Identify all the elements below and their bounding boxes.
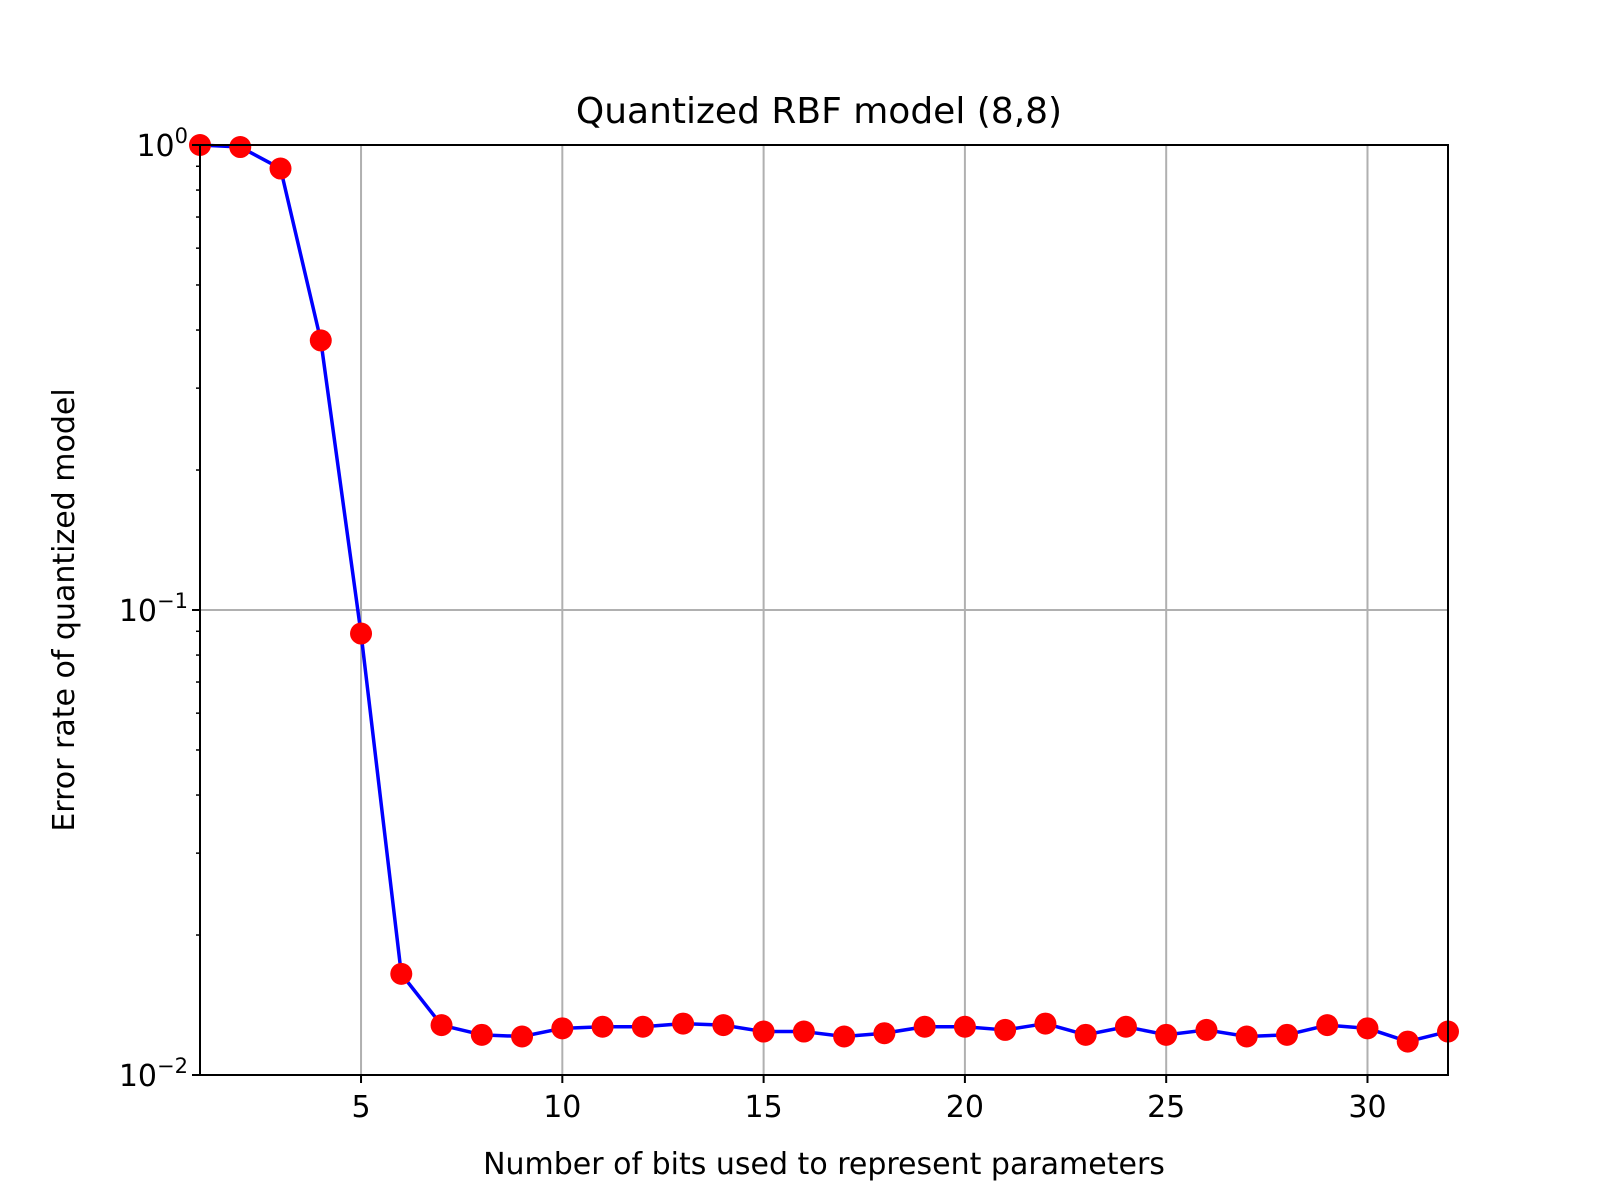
- data-point: [551, 1017, 574, 1040]
- series-line: [199, 143, 1449, 1044]
- x-tick-label: 30: [1348, 1090, 1386, 1125]
- data-point: [833, 1025, 856, 1048]
- data-point: [712, 1014, 735, 1037]
- data-point: [591, 1015, 614, 1038]
- data-point: [873, 1022, 896, 1045]
- data-point: [994, 1018, 1017, 1041]
- x-axis-label: Number of bits used to represent paramet…: [483, 1147, 1165, 1182]
- data-point: [229, 136, 252, 159]
- axes: 5 10 15 20 25 30 100 10−1 10−2: [119, 124, 1387, 1125]
- data-point: [752, 1020, 775, 1043]
- data-point: [1356, 1017, 1379, 1040]
- data-point: [511, 1025, 534, 1048]
- y-axis-label: Error rate of quantized model: [47, 388, 82, 831]
- data-point: [1316, 1014, 1339, 1037]
- chart-title: Quantized RBF model (8,8): [576, 91, 1062, 132]
- x-tick-label: 20: [946, 1090, 984, 1125]
- data-point: [390, 962, 413, 985]
- x-tick-label: 5: [351, 1090, 370, 1125]
- data-point: [1195, 1018, 1218, 1041]
- data-point: [1114, 1015, 1137, 1038]
- data-point: [269, 157, 292, 180]
- y-tick-label: 10−1: [119, 589, 188, 629]
- data-point: [470, 1023, 493, 1046]
- data-point: [309, 329, 332, 352]
- data-point: [1396, 1030, 1419, 1053]
- data-point: [672, 1012, 695, 1035]
- series-layer: [189, 134, 1459, 1053]
- x-tick-label: 15: [745, 1090, 783, 1125]
- data-point: [913, 1015, 936, 1038]
- data-point: [792, 1020, 815, 1043]
- x-tick-label: 10: [543, 1090, 581, 1125]
- y-tick-label: 10−2: [119, 1054, 188, 1094]
- y-tick-label: 100: [136, 124, 188, 164]
- data-point: [953, 1015, 976, 1038]
- data-point: [430, 1014, 453, 1037]
- grid: [200, 145, 1448, 1075]
- data-point: [1235, 1025, 1258, 1048]
- data-point: [1034, 1012, 1057, 1035]
- data-point: [631, 1015, 654, 1038]
- data-point: [350, 622, 373, 645]
- data-point: [1275, 1023, 1298, 1046]
- x-tick-label: 25: [1147, 1090, 1185, 1125]
- data-point: [1155, 1023, 1178, 1046]
- data-point: [1074, 1023, 1097, 1046]
